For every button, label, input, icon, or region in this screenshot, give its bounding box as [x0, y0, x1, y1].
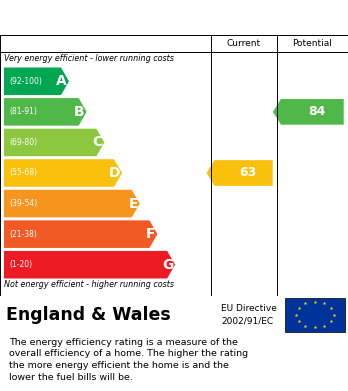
Text: Potential: Potential [292, 39, 332, 48]
Text: Current: Current [227, 39, 261, 48]
Text: England & Wales: England & Wales [6, 305, 171, 323]
Text: 63: 63 [239, 167, 256, 179]
Polygon shape [4, 221, 157, 248]
Text: G: G [162, 258, 173, 272]
Text: (81-91): (81-91) [9, 108, 37, 117]
Polygon shape [4, 251, 175, 278]
Polygon shape [4, 98, 87, 126]
Text: (92-100): (92-100) [9, 77, 42, 86]
Text: E: E [128, 197, 138, 211]
Polygon shape [4, 159, 122, 187]
Text: (21-38): (21-38) [9, 230, 37, 239]
Text: C: C [92, 135, 102, 149]
Bar [285, 298, 345, 332]
Text: 84: 84 [308, 105, 326, 118]
Text: The energy efficiency rating is a measure of the
overall efficiency of a home. T: The energy efficiency rating is a measur… [9, 338, 248, 382]
Text: D: D [109, 166, 120, 180]
Polygon shape [4, 68, 69, 95]
Text: (1-20): (1-20) [9, 260, 32, 269]
Text: F: F [146, 227, 156, 241]
Polygon shape [273, 99, 344, 125]
Text: (39-54): (39-54) [9, 199, 37, 208]
Text: A: A [56, 74, 67, 88]
Text: B: B [74, 105, 85, 119]
Polygon shape [4, 190, 140, 217]
Text: Not energy efficient - higher running costs: Not energy efficient - higher running co… [4, 280, 174, 289]
Text: Energy Efficiency Rating: Energy Efficiency Rating [9, 10, 211, 25]
Text: Very energy efficient - lower running costs: Very energy efficient - lower running co… [4, 54, 174, 63]
Text: (55-68): (55-68) [9, 169, 37, 178]
Text: (69-80): (69-80) [9, 138, 37, 147]
Polygon shape [206, 160, 273, 186]
Text: EU Directive
2002/91/EC: EU Directive 2002/91/EC [221, 304, 277, 325]
Polygon shape [4, 129, 104, 156]
